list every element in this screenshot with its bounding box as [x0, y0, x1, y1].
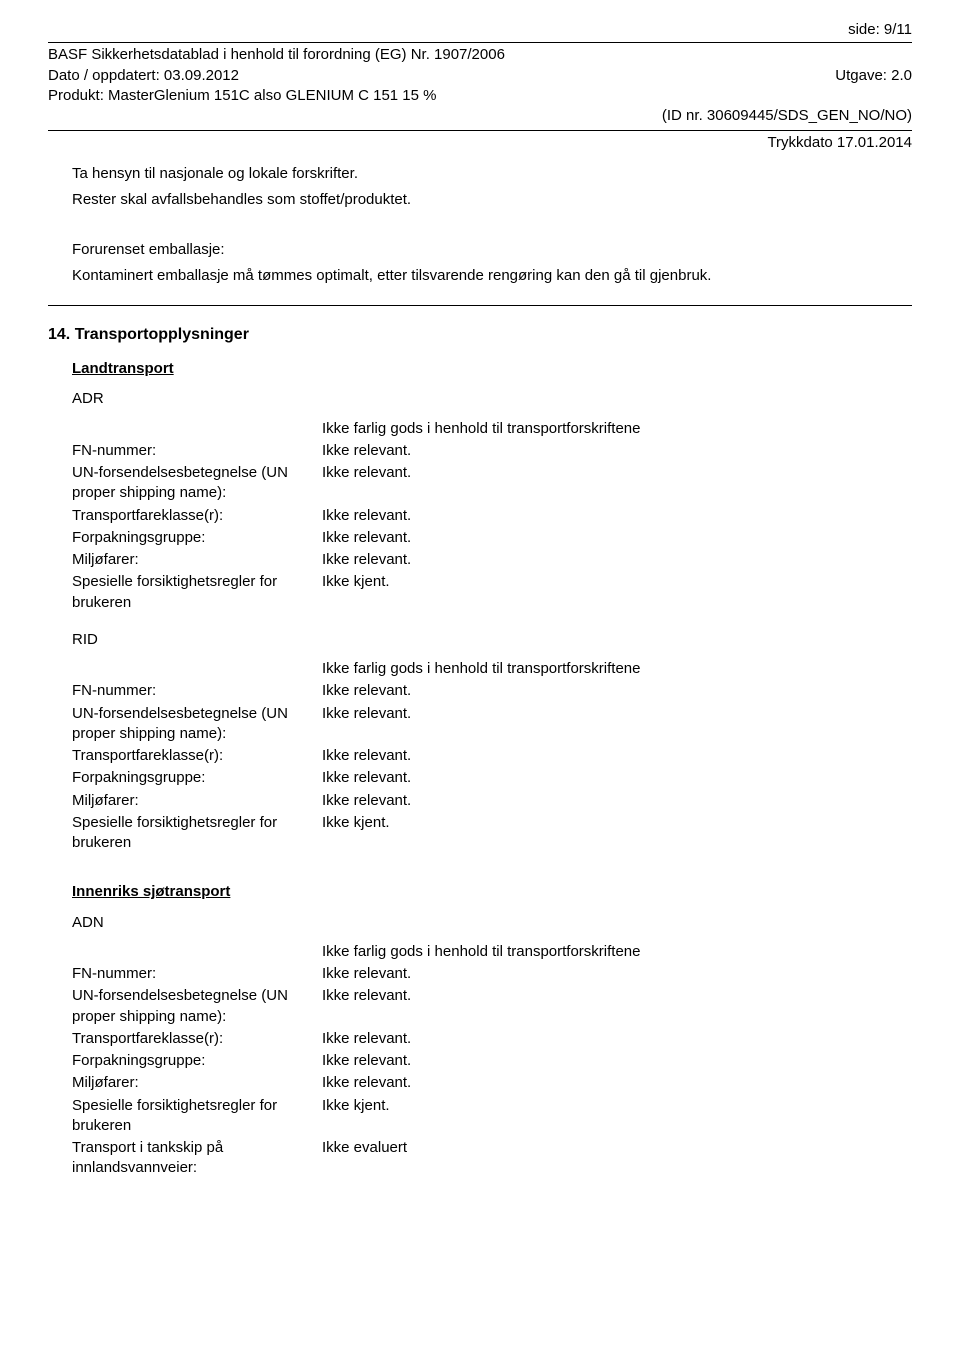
adr-forpakning-label: Forpakningsgruppe:	[72, 527, 322, 549]
adr-unshipping-label: UN-forsendelsesbetegnelse (UN proper shi…	[72, 462, 322, 505]
rid-label: RID	[72, 630, 912, 650]
adn-table: Ikke farlig gods i henhold til transport…	[72, 941, 912, 1180]
adn-tankskip-label: Transport i tankskip på innlandsvannveie…	[72, 1137, 322, 1180]
document-header: BASF Sikkerhetsdatablad i henhold til fo…	[48, 45, 912, 126]
adn-spesielle-value: Ikke kjent.	[322, 1095, 912, 1138]
header-rule-bottom	[48, 130, 912, 131]
adr-fn-value: Ikke relevant.	[322, 440, 912, 462]
rid-fn-label: FN-nummer:	[72, 680, 322, 702]
header-title: BASF Sikkerhetsdatablad i henhold til fo…	[48, 45, 505, 65]
rid-transportklasse-value: Ikke relevant.	[322, 745, 912, 767]
adn-not-dangerous: Ikke farlig gods i henhold til transport…	[322, 941, 912, 963]
adn-forpakning-label: Forpakningsgruppe:	[72, 1050, 322, 1072]
header-rule-top	[48, 42, 912, 43]
adr-transportklasse-value: Ikke relevant.	[322, 505, 912, 527]
adn-miljo-value: Ikke relevant.	[322, 1072, 912, 1094]
rid-forpakning-value: Ikke relevant.	[322, 767, 912, 789]
rid-spesielle-value: Ikke kjent.	[322, 812, 912, 855]
rid-blank-label	[72, 658, 322, 680]
inland-sea-heading: Innenriks sjøtransport	[72, 882, 912, 902]
adr-blank-label	[72, 418, 322, 440]
adr-miljo-value: Ikke relevant.	[322, 549, 912, 571]
adn-fn-value: Ikke relevant.	[322, 963, 912, 985]
adn-forpakning-value: Ikke relevant.	[322, 1050, 912, 1072]
adr-unshipping-value: Ikke relevant.	[322, 462, 912, 505]
print-date: Trykkdato 17.01.2014	[48, 133, 912, 153]
disposal-p2: Rester skal avfallsbehandles som stoffet…	[72, 190, 912, 210]
disposal-p1: Ta hensyn til nasjonale og lokale forskr…	[72, 164, 912, 184]
adn-fn-label: FN-nummer:	[72, 963, 322, 985]
contaminated-text: Kontaminert emballasje må tømmes optimal…	[72, 266, 912, 286]
rid-forpakning-label: Forpakningsgruppe:	[72, 767, 322, 789]
rid-miljo-label: Miljøfarer:	[72, 790, 322, 812]
adn-label: ADN	[72, 913, 912, 933]
adr-forpakning-value: Ikke relevant.	[322, 527, 912, 549]
rid-unshipping-value: Ikke relevant.	[322, 703, 912, 746]
rid-spesielle-label: Spesielle forsiktighetsregler for bruker…	[72, 812, 322, 855]
header-id: (ID nr. 30609445/SDS_GEN_NO/NO)	[48, 106, 912, 126]
rid-fn-value: Ikke relevant.	[322, 680, 912, 702]
adr-miljo-label: Miljøfarer:	[72, 549, 322, 571]
rid-miljo-value: Ikke relevant.	[322, 790, 912, 812]
adn-tankskip-value: Ikke evaluert	[322, 1137, 912, 1180]
contaminated-label: Forurenset emballasje:	[72, 240, 912, 260]
adr-fn-label: FN-nummer:	[72, 440, 322, 462]
adn-miljo-label: Miljøfarer:	[72, 1072, 322, 1094]
rid-table: Ikke farlig gods i henhold til transport…	[72, 658, 912, 854]
adn-transportklasse-value: Ikke relevant.	[322, 1028, 912, 1050]
adr-table: Ikke farlig gods i henhold til transport…	[72, 418, 912, 614]
header-edition: Utgave: 2.0	[835, 66, 912, 86]
section-divider	[48, 305, 912, 306]
page-number: side: 9/11	[48, 20, 912, 40]
header-product: Produkt: MasterGlenium 151C also GLENIUM…	[48, 86, 437, 106]
header-date: Dato / oppdatert: 03.09.2012	[48, 66, 239, 86]
adn-spesielle-label: Spesielle forsiktighetsregler for bruker…	[72, 1095, 322, 1138]
disposal-block: Ta hensyn til nasjonale og lokale forskr…	[48, 164, 912, 287]
adr-spesielle-label: Spesielle forsiktighetsregler for bruker…	[72, 571, 322, 614]
adr-transportklasse-label: Transportfareklasse(r):	[72, 505, 322, 527]
adr-not-dangerous: Ikke farlig gods i henhold til transport…	[322, 418, 912, 440]
adr-spesielle-value: Ikke kjent.	[322, 571, 912, 614]
section-14-heading: 14. Transportopplysninger	[48, 324, 912, 346]
adn-blank-label	[72, 941, 322, 963]
land-transport-heading: Landtransport	[72, 359, 912, 379]
rid-transportklasse-label: Transportfareklasse(r):	[72, 745, 322, 767]
adr-label: ADR	[72, 389, 912, 409]
adn-unshipping-label: UN-forsendelsesbetegnelse (UN proper shi…	[72, 985, 322, 1028]
rid-unshipping-label: UN-forsendelsesbetegnelse (UN proper shi…	[72, 703, 322, 746]
rid-not-dangerous: Ikke farlig gods i henhold til transport…	[322, 658, 912, 680]
adn-unshipping-value: Ikke relevant.	[322, 985, 912, 1028]
adn-transportklasse-label: Transportfareklasse(r):	[72, 1028, 322, 1050]
